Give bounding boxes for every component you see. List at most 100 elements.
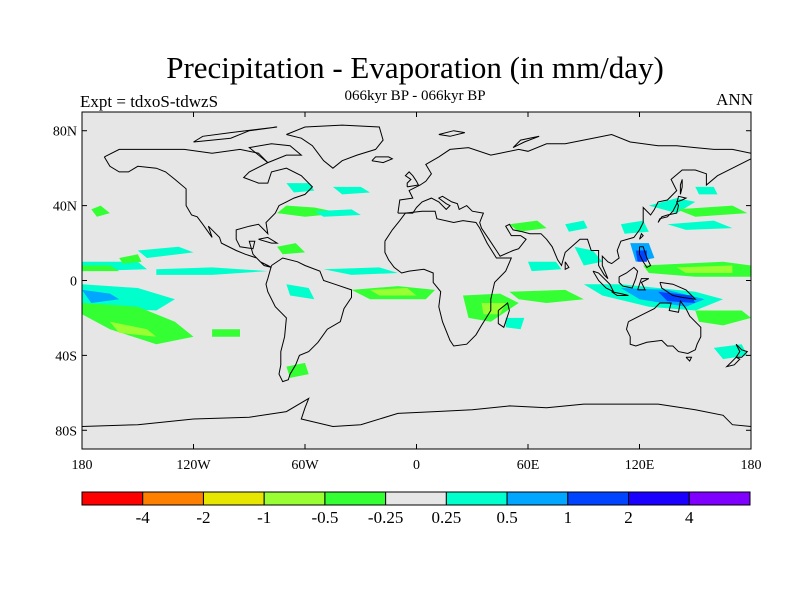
anomaly-tropical-atlantic-dry-core [370, 288, 417, 296]
coastline-java [611, 291, 629, 296]
coastline-philippines [639, 246, 652, 269]
coastline-arctic-islands [193, 126, 278, 143]
experiment-label: Expt = tdxoS-tdwzS [80, 92, 219, 111]
lat-tick-label: 40N [53, 200, 77, 215]
colorbar-swatch [688, 491, 751, 506]
coastline-madagascar [497, 302, 510, 329]
lon-tick-label: 180 [741, 458, 762, 473]
map-subtitle: 066kyr BP - 066kyr BP [344, 88, 486, 104]
anomaly-amazon-wet [286, 284, 315, 300]
coastline-new-zealand [735, 343, 749, 358]
colorbar-swatch [445, 491, 508, 506]
colorbar-swatch [324, 491, 387, 506]
anomaly-kamchatka-wet [695, 186, 718, 195]
anomaly-philippines-wet-core [635, 250, 647, 262]
anomaly-south-pacific-wet [82, 284, 175, 311]
colorbar-label: -1 [257, 508, 271, 527]
anomaly-nz-wet [713, 344, 748, 360]
lon-tick-label: 60W [291, 458, 319, 473]
coastline-australia [625, 299, 702, 355]
coastline-greenland [286, 124, 384, 169]
coastline-eurasia [397, 133, 751, 279]
anomaly-atlantic-itcz-wet [323, 267, 398, 275]
colorbar-swatch [567, 491, 630, 506]
coastline-borneo [618, 266, 639, 289]
anomaly-south-america-dry [286, 362, 309, 378]
coastline-cuba [258, 236, 279, 244]
anomaly-itcz-east-pacific [137, 246, 194, 258]
anomaly-caribbean-dry [277, 243, 305, 255]
anomaly-south-pacific-wet-core [82, 289, 120, 303]
season-label: ANN [716, 90, 753, 109]
anomaly-south-pacific-dry [82, 303, 194, 345]
anomaly-south-pacific-east-dry [695, 310, 751, 326]
coastline-new-guinea [659, 281, 697, 300]
anomaly-labrador-wet [286, 183, 315, 193]
colorbar-label: 0.5 [496, 508, 517, 527]
colorbar-label: -2 [196, 508, 210, 527]
anomaly-south-pacific-dry-core [109, 321, 157, 337]
anomaly-north-pacific-dry-2 [676, 205, 748, 217]
lat-tick-label: 80N [53, 125, 77, 140]
map-axes: 80N 40N 0 40S 80S 180 120W 60W 0 60E 120E 180 [53, 112, 762, 473]
coastline-novaya-zemlya [512, 135, 540, 149]
colorbar: -4 -2 -1 -0.5 -0.25 0.25 0.5 1 2 4 [81, 491, 751, 527]
lon-tick-label: 120W [176, 458, 211, 473]
coastline-iceland [371, 156, 394, 164]
colorbar-label: -0.25 [368, 508, 403, 527]
anomaly-north-pacific-dry [91, 205, 110, 217]
coastline-south-america [265, 257, 352, 383]
coastline-tasmania [685, 356, 693, 362]
colorbar-swatch [506, 491, 569, 506]
colorbar-label: 0.25 [431, 508, 461, 527]
colorbar-swatch [385, 491, 447, 506]
anomaly-arabian-dry [509, 220, 547, 232]
colorbar-swatch [263, 491, 326, 506]
anomaly-maritime-continent-wet-peak [658, 291, 696, 303]
colorbar-swatch [202, 491, 265, 506]
colorbar-swatch [142, 491, 204, 506]
coastline-britain [404, 171, 420, 188]
anomaly-east-pacific-band-core [197, 269, 239, 273]
lat-tick-label: 80S [55, 424, 77, 439]
lat-tick-label: 0 [70, 275, 77, 290]
anomaly-southern-africa-dry-core [481, 303, 506, 315]
coastline-taiwan [639, 232, 644, 240]
anomaly-east-china-wet [620, 220, 649, 234]
lat-tick-label: 40S [55, 349, 77, 364]
anomaly-north-atlantic-wet [332, 186, 370, 195]
coastline-new-zealand-south [725, 356, 741, 368]
coastline-north-america [103, 148, 314, 268]
lon-tick-label: 120E [625, 458, 655, 473]
anomaly-japan-wet [648, 198, 696, 214]
anomaly-south-indian-dry [509, 289, 584, 303]
anomaly-indian-ocean-wet [528, 261, 562, 272]
colorbar-label: 2 [624, 508, 633, 527]
colorbar-label: -4 [136, 508, 151, 527]
colorbar-swatch [81, 491, 144, 506]
anomaly-north-pacific-dry-3 [119, 254, 142, 264]
anomaly-tropical-central-pacific-north-dry [82, 265, 120, 272]
colorbar-label: 4 [685, 508, 694, 527]
lon-tick-label: 180 [72, 458, 93, 473]
coastline-antarctica [82, 397, 751, 428]
map-background [82, 112, 751, 449]
anomaly-north-pacific-wet-2 [667, 220, 733, 230]
colorbar-swatch [628, 491, 690, 506]
coastline-baffin [248, 143, 303, 164]
anomaly-arabian-wet [565, 220, 588, 232]
anomaly-southern-ocean-dry [212, 329, 240, 337]
coastline-layer [82, 124, 751, 428]
anomaly-western-pacific-dry-core [676, 265, 733, 273]
colorbar-label: -0.5 [311, 508, 338, 527]
lon-tick-label: 0 [413, 458, 420, 473]
coastline-sri-lanka [564, 261, 570, 271]
anomaly-north-atlantic-wet-2 [314, 209, 361, 217]
anomaly-bay-of-bengal-wet [574, 246, 603, 266]
anomaly-madagascar-wet [505, 317, 525, 330]
colorbar-label: 1 [564, 508, 573, 527]
anomaly-layer [82, 183, 751, 378]
coastline-sulawesi [637, 278, 650, 291]
lon-tick-label: 60E [517, 458, 540, 473]
